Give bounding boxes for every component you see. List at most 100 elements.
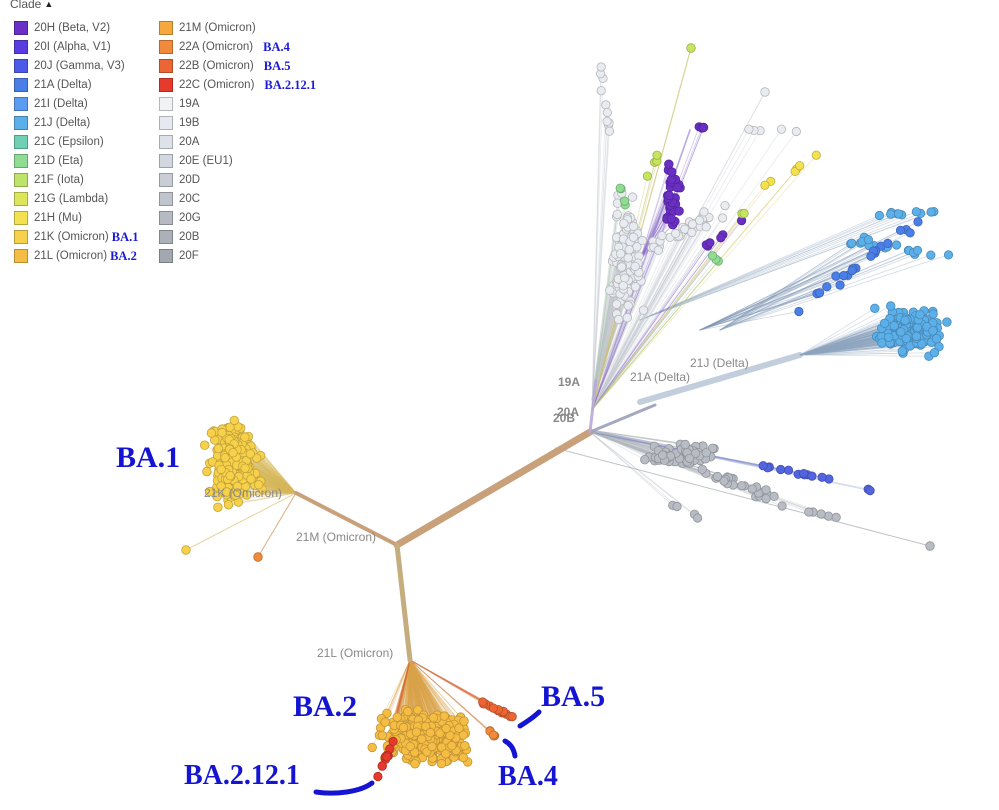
ba1-tip bbox=[232, 481, 243, 492]
legend-item[interactable]: 21L (Omicron) BA.2 bbox=[14, 247, 137, 265]
legend-item[interactable]: 19A bbox=[159, 95, 199, 113]
ba2121-tip bbox=[382, 752, 392, 762]
legend-item[interactable]: 19B bbox=[159, 114, 199, 132]
legend-item[interactable]: 21D (Eta) bbox=[14, 152, 83, 170]
legend-item[interactable]: 20D bbox=[159, 171, 200, 189]
legend-item[interactable]: 20H (Beta, V2) bbox=[14, 19, 110, 37]
tree-branch bbox=[241, 489, 297, 494]
legend-item[interactable]: 20I (Alpha, V1) bbox=[14, 38, 111, 56]
tree-node-labels: 21K (Omicron) 21M (Omicron) 21L (Omicron… bbox=[204, 356, 749, 660]
tree-branch bbox=[591, 246, 660, 411]
tree-branch bbox=[591, 225, 701, 411]
ba5-tip bbox=[478, 697, 488, 707]
tree-branch bbox=[591, 127, 703, 411]
chevron-up-icon[interactable]: ▲ bbox=[44, 0, 54, 9]
grey-tip bbox=[816, 509, 826, 519]
ba1-tip bbox=[206, 428, 217, 438]
tree-branch bbox=[591, 221, 690, 411]
ba1-tip bbox=[246, 474, 256, 484]
tree-trunk bbox=[294, 378, 657, 663]
tree-branch bbox=[591, 66, 602, 411]
tree-branch bbox=[409, 659, 459, 721]
legend-swatch bbox=[14, 97, 28, 111]
tree-branch bbox=[719, 254, 949, 331]
tree-branch bbox=[719, 242, 861, 331]
legend-item[interactable]: 20C bbox=[159, 190, 200, 208]
ba1-tip bbox=[220, 453, 230, 463]
node-label-21k: 21K (Omicron) bbox=[204, 486, 282, 500]
legend-item[interactable]: 21K (Omicron) BA.1 bbox=[14, 228, 139, 246]
legend-item[interactable]: 22A (Omicron) BA.4 bbox=[159, 38, 290, 56]
grey-tip bbox=[769, 491, 779, 501]
legend-item[interactable]: 21H (Mu) bbox=[14, 209, 82, 227]
legend-item[interactable]: 21J (Delta) bbox=[14, 114, 90, 132]
legend-item[interactable]: 21I (Delta) bbox=[14, 95, 88, 113]
tree-branch bbox=[589, 429, 686, 445]
grey-tip bbox=[701, 448, 712, 458]
legend-item[interactable]: 21C (Epsilon) bbox=[14, 133, 104, 151]
tree-branch bbox=[256, 457, 297, 494]
legend-item-label: 20I (Alpha, V1) bbox=[34, 41, 111, 53]
tree-branch bbox=[699, 286, 828, 331]
legend-swatch bbox=[14, 135, 28, 149]
legend-item[interactable]: 20B bbox=[159, 228, 199, 246]
light-tip bbox=[627, 192, 638, 202]
grey-tip bbox=[680, 439, 690, 450]
light-tip bbox=[613, 314, 624, 325]
tree-branch bbox=[639, 215, 880, 321]
legend-item[interactable]: 20J (Gamma, V3) bbox=[14, 57, 125, 75]
delta-tip bbox=[874, 210, 885, 221]
grey-tip bbox=[747, 484, 757, 494]
legend-item-label: 19B bbox=[179, 117, 200, 129]
tree-branch bbox=[409, 659, 434, 719]
grey-tip bbox=[719, 476, 729, 486]
delta-tip bbox=[893, 209, 904, 219]
legend-header[interactable]: Clade ▲ bbox=[10, 0, 53, 11]
delta-tip bbox=[913, 217, 923, 227]
blue-tip bbox=[807, 471, 817, 481]
legend-item[interactable]: 21G (Lambda) bbox=[14, 190, 108, 208]
tree-branch bbox=[409, 659, 491, 707]
legend-item[interactable]: 20A bbox=[159, 133, 199, 151]
tree-branch bbox=[591, 248, 625, 401]
legend-item[interactable]: 20F bbox=[159, 247, 199, 265]
tree-branch bbox=[699, 221, 919, 331]
light-tip bbox=[622, 313, 633, 323]
grey-tip bbox=[697, 464, 707, 474]
light-tip bbox=[630, 282, 641, 292]
ba2-tip bbox=[460, 741, 470, 751]
tree-branch bbox=[260, 455, 297, 494]
tree-branch bbox=[799, 326, 889, 356]
tree-branch bbox=[238, 492, 297, 503]
legend-item[interactable]: 21F (Iota) bbox=[14, 171, 84, 189]
legend-item[interactable]: 20G bbox=[159, 209, 201, 227]
tree-branch bbox=[591, 217, 710, 411]
tree-branch bbox=[409, 659, 435, 725]
tree-branch bbox=[639, 169, 669, 261]
legend-swatch bbox=[14, 230, 28, 244]
legend-item[interactable]: 21M (Omicron) bbox=[159, 19, 256, 37]
legend-item[interactable]: 22C (Omicron) BA.2.12.1 bbox=[159, 76, 316, 94]
legend-item[interactable]: 21A (Delta) bbox=[14, 76, 92, 94]
light-tip bbox=[687, 219, 698, 229]
legend-lineage-tag: BA.2.12.1 bbox=[264, 77, 317, 92]
tree-branch bbox=[589, 429, 646, 461]
ba2-tip bbox=[459, 716, 469, 726]
tree-branch bbox=[246, 462, 297, 494]
node-label-21j: 21J (Delta) bbox=[690, 356, 749, 370]
tree-branch bbox=[699, 275, 837, 331]
light-tip bbox=[699, 207, 709, 217]
delta-tip bbox=[929, 348, 940, 358]
tree-branch bbox=[719, 243, 852, 331]
tree-branch bbox=[247, 437, 297, 494]
tree-branch bbox=[591, 226, 696, 411]
alpha-tip bbox=[698, 123, 709, 133]
legend-item[interactable]: 20E (EU1) bbox=[159, 152, 233, 170]
tree-branch bbox=[409, 659, 448, 720]
ba2-tip bbox=[439, 711, 450, 721]
delta-tip bbox=[847, 265, 857, 276]
tree-branch bbox=[409, 659, 463, 726]
tree-branch bbox=[591, 104, 607, 411]
light-tip bbox=[744, 124, 754, 134]
legend-item[interactable]: 22B (Omicron) BA.5 bbox=[159, 57, 291, 75]
